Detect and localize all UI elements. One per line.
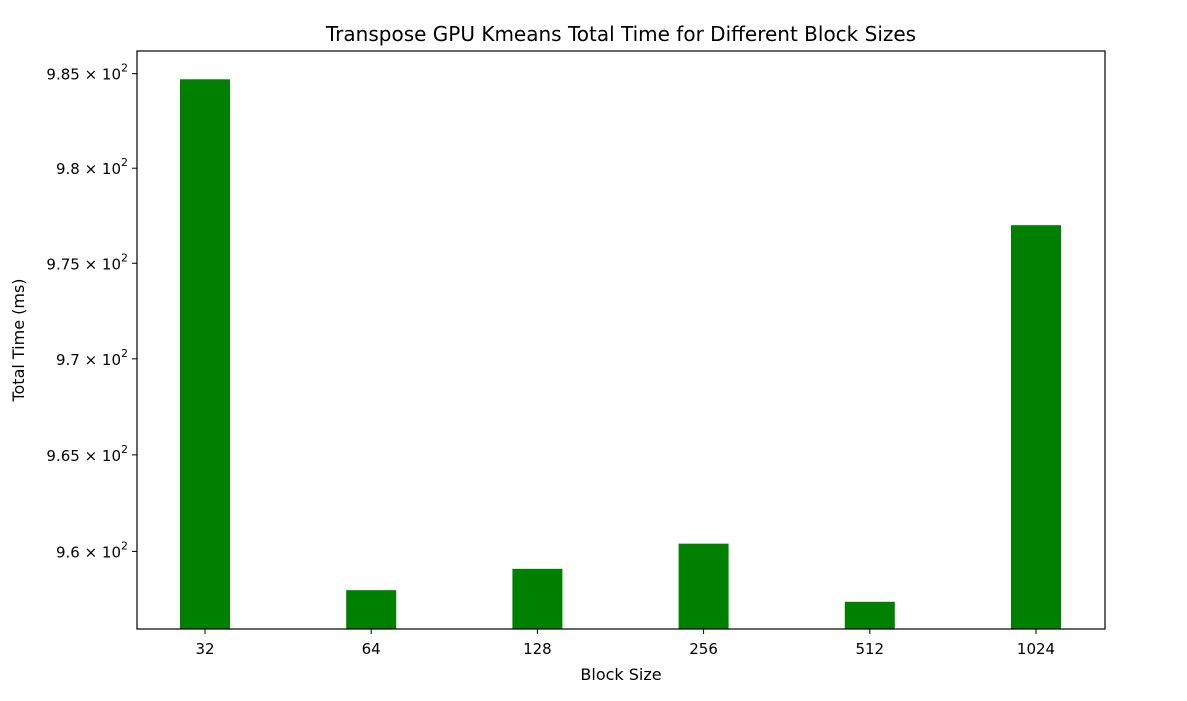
y-tick-label: 9.7 × 102 xyxy=(56,347,128,369)
plot-frame xyxy=(136,50,1106,630)
bar-128 xyxy=(512,568,563,629)
x-axis: 32 64 128 256 512 1024 xyxy=(195,629,1055,658)
x-tick-label: 32 xyxy=(195,640,214,658)
y-tick-label: 9.65 × 102 xyxy=(46,443,128,465)
bar-64 xyxy=(346,590,397,629)
bar-32 xyxy=(180,79,230,630)
x-tick-label: 1024 xyxy=(1017,640,1055,658)
x-axis-label: Block Size xyxy=(580,665,661,684)
y-tick-label: 9.75 × 102 xyxy=(46,251,128,273)
y-axis-label: Total Time (ms) xyxy=(9,278,28,402)
y-axis: 9.85 × 102 9.8 × 102 9.75 × 102 9.7 × 102 9.… xyxy=(46,62,137,561)
x-tick-label: 128 xyxy=(523,640,552,658)
x-tick-label: 256 xyxy=(689,640,718,658)
chart-title: Transpose GPU Kmeans Total Time for Diff… xyxy=(325,22,916,46)
plot-area xyxy=(136,50,1106,630)
bar-512 xyxy=(844,601,895,629)
bar-1024 xyxy=(1011,225,1061,629)
bars xyxy=(180,79,1061,630)
y-tick-label: 9.6 × 102 xyxy=(56,539,128,561)
y-tick-label: 9.85 × 102 xyxy=(46,62,128,84)
x-tick-label: 64 xyxy=(362,640,381,658)
x-tick-label: 512 xyxy=(855,640,884,658)
bar-256 xyxy=(678,543,729,629)
y-tick-label: 9.8 × 102 xyxy=(56,156,128,178)
